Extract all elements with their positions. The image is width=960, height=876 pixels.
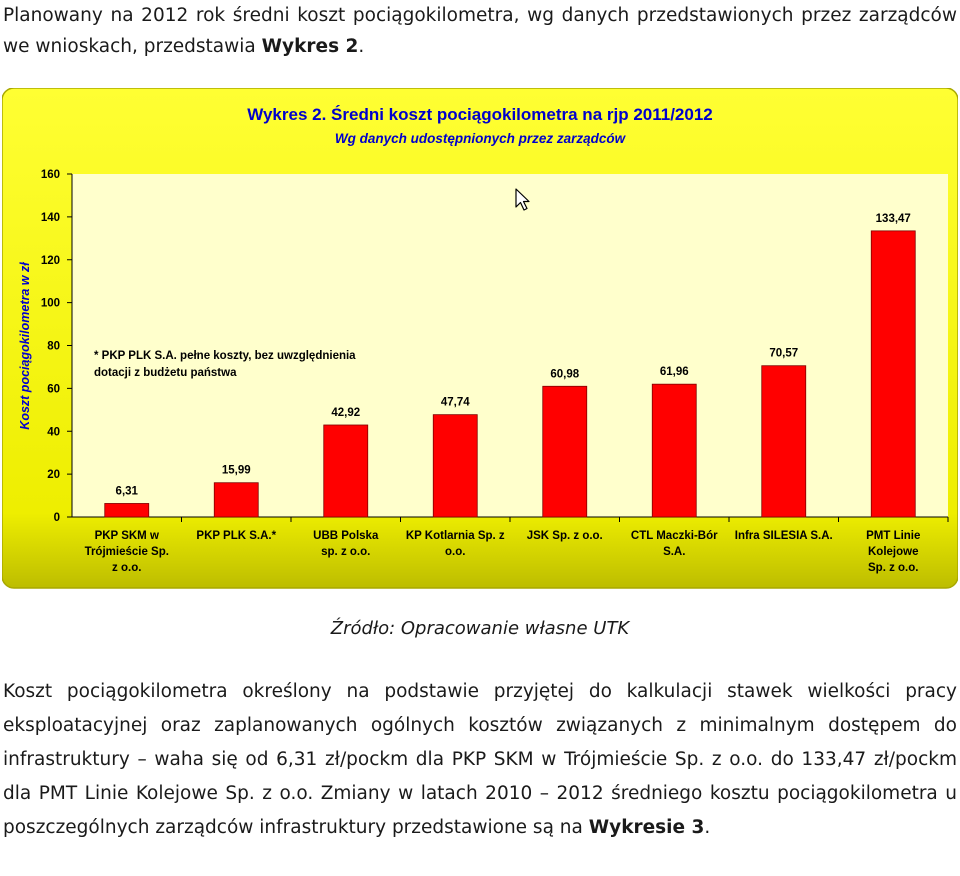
x-tick-label: sp. z o.o. [321,546,370,558]
y-tick-label: 160 [41,169,60,181]
data-label: 61,96 [660,366,689,378]
cursor-icon [515,188,530,211]
x-tick-label: CTL Maczki-Bór [631,530,718,542]
annotation-line: * PKP PLK S.A. pełne koszty, bez uwzględ… [94,350,356,362]
y-tick-label: 100 [41,298,60,310]
bar [542,385,588,518]
y-tick-label: 20 [47,469,60,481]
x-tick-label: KP Kotlarnia Sp. z [406,530,505,542]
bar [870,230,916,518]
y-tick-label: 40 [47,426,60,438]
data-label: 60,98 [550,368,579,380]
chart-annotation: * PKP PLK S.A. pełne koszty, bez uwzględ… [94,350,356,379]
x-tick-label: PKP PLK S.A.* [196,530,276,542]
x-tick-label: z o.o. [112,562,141,574]
bar [761,365,807,518]
y-tick-label: 80 [47,341,60,353]
plot-area [72,174,948,517]
bar [323,424,369,518]
bar [432,414,478,518]
intro-figure-ref: Wykres 2 [261,36,359,57]
chart-data-labels: 6,31 15,99 42,92 47,74 60,98 61,96 70,57 133,47 [116,213,911,498]
chart: Wykres 2. Średni koszt pociągokilometra … [2,88,958,591]
bar [651,383,697,518]
data-label: 6,31 [116,485,139,497]
data-label: 42,92 [331,407,360,419]
data-label: 15,99 [222,465,251,477]
intro-text: Planowany na 2012 rok średni koszt pocią… [3,5,957,57]
y-tick-label: 60 [47,383,60,395]
x-tick-label: o.o. [445,546,465,558]
chart-svg: Wykres 2. Średni koszt pociągokilometra … [2,88,958,589]
x-tick-label: Kolejowe [868,546,918,558]
chart-bars [104,230,916,518]
x-tick-label: S.A. [663,546,685,558]
bar [213,482,259,518]
x-tick-label: Sp. z o.o. [868,562,918,574]
chart-title: Wykres 2. Średni koszt pociągokilometra … [247,105,713,124]
body-figure-ref: Wykresie 3 [588,817,705,838]
y-tick-label: 120 [41,255,60,267]
data-label: 70,57 [769,348,798,360]
x-tick-label: PKP SKM w [95,530,159,542]
x-tick-label: Trójmieście Sp. [85,546,169,558]
intro-paragraph: Planowany na 2012 rok średni koszt pocią… [3,0,957,62]
body-end: . [704,817,711,838]
figure-source: Źródło: Opracowanie własne UTK [330,618,630,639]
body-text: Koszt pociągokilometra określony na pods… [3,681,957,838]
annotation-line: dotacji z budżetu państwa [94,367,237,379]
chart-subtitle: Wg danych udostępnionych przez zarządców [335,131,627,146]
x-tick-label: UBB Polska [313,530,379,542]
data-label: 47,74 [441,397,470,409]
y-axis-label: Koszt pociągokilometra w zł [18,262,32,430]
chart-category-labels: PKP SKM w Trójmieście Sp. z o.o. PKP PLK S.… [85,530,921,574]
data-label: 133,47 [876,213,911,225]
chart-axes: 0 20 40 60 80 100 120 140 160 [41,169,949,524]
body-paragraph: Koszt pociągokilometra określony na pods… [3,675,957,845]
x-tick-label: PMT Linie [866,530,920,542]
intro-end: . [358,36,365,57]
y-tick-label: 0 [54,512,60,524]
bar [104,503,150,518]
y-tick-label: 140 [41,212,60,224]
x-tick-label: Infra SILESIA S.A. [735,530,833,542]
x-tick-label: JSK Sp. z o.o. [527,530,603,542]
